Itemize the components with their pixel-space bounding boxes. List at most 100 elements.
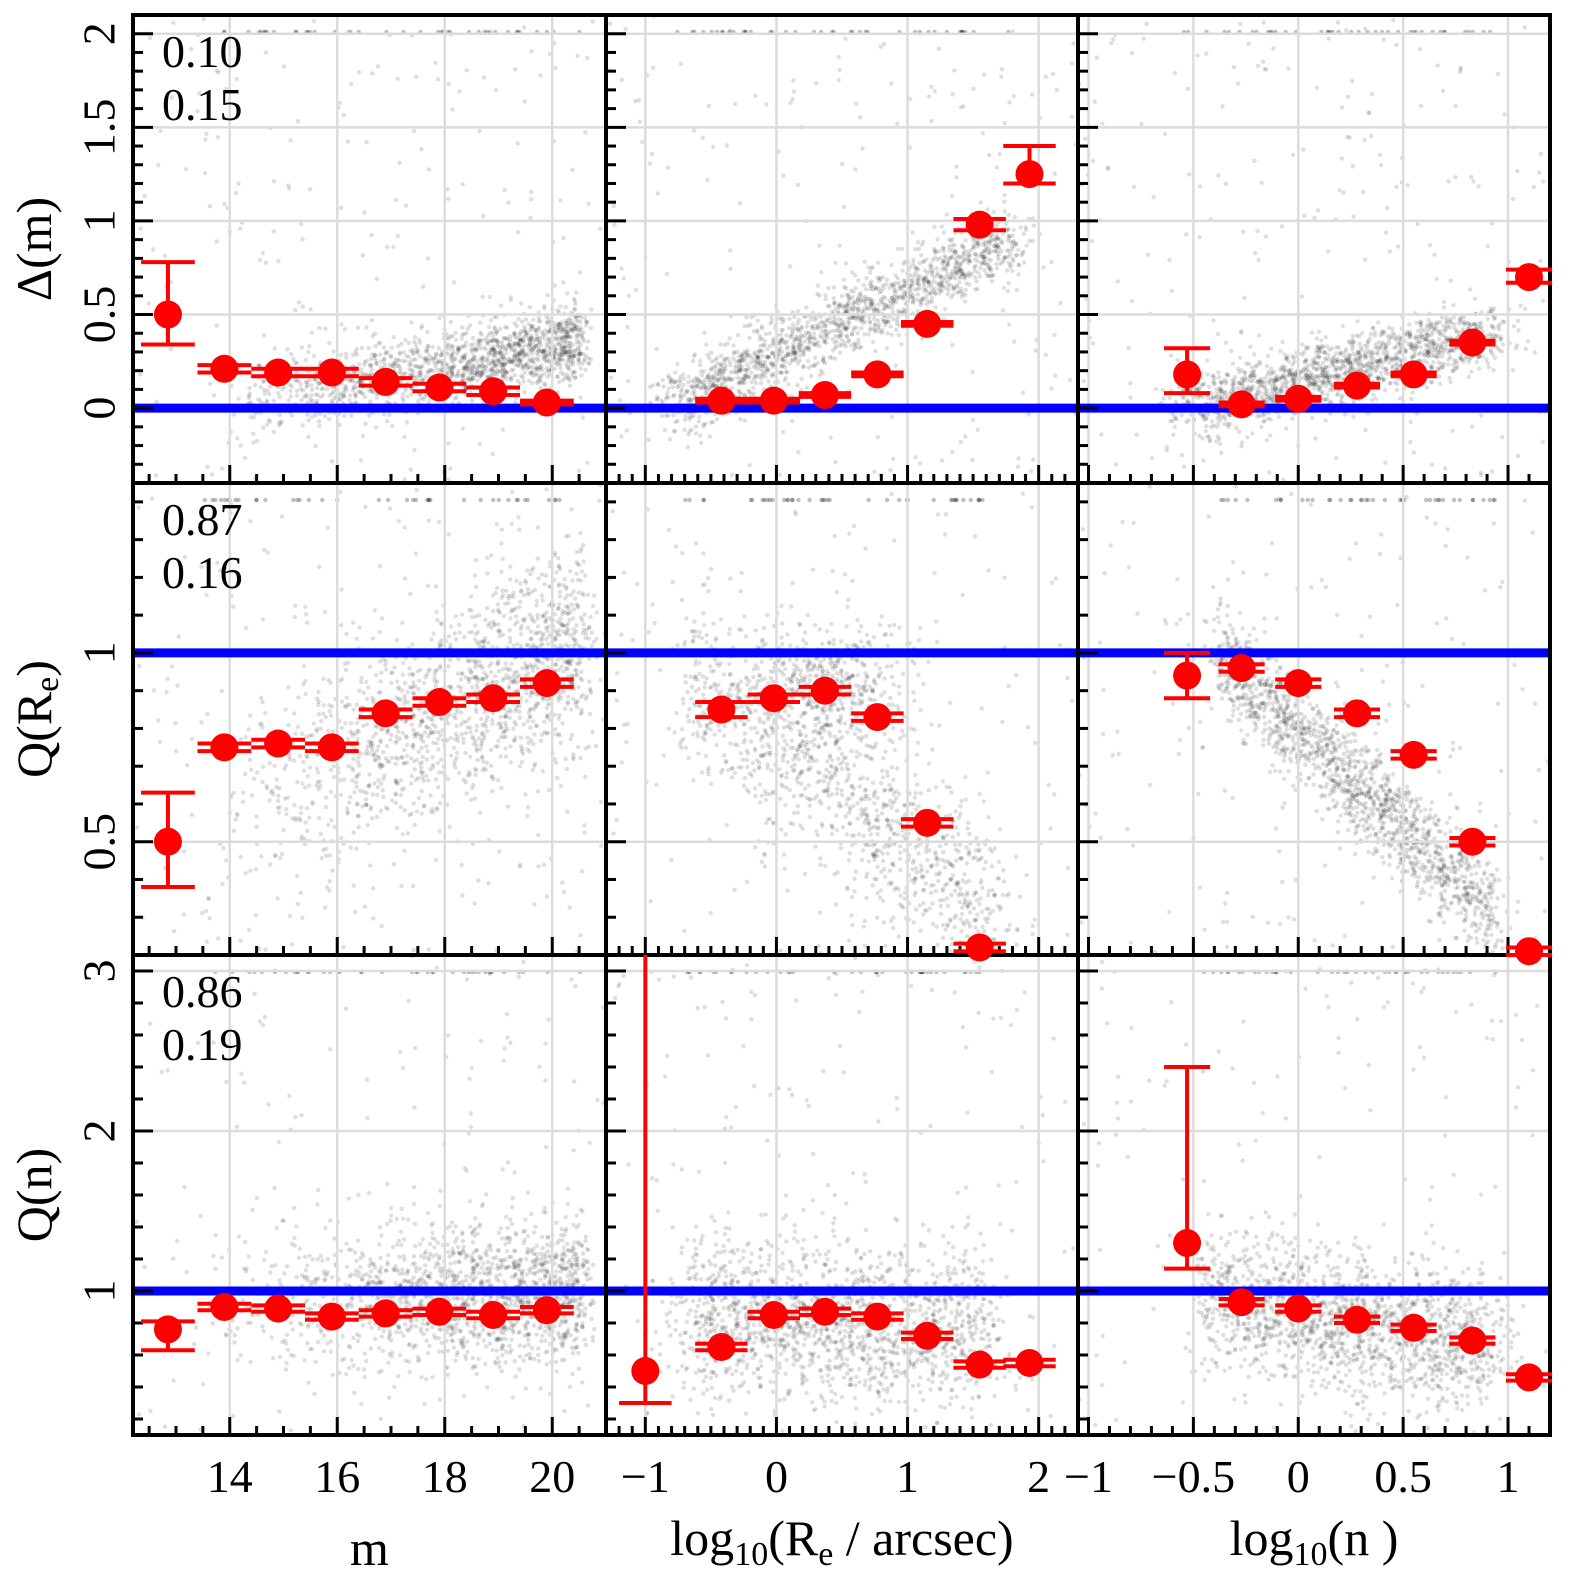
binned-point <box>466 377 520 406</box>
data-point <box>965 210 994 239</box>
data-point <box>1515 1363 1544 1392</box>
data-point <box>810 381 839 410</box>
binned-point <box>1390 360 1437 389</box>
x-tick-label: 2 <box>1027 1451 1050 1502</box>
data-point <box>1284 669 1313 698</box>
binned-point <box>1003 1349 1056 1377</box>
binned-series-r2c3 <box>1164 650 1553 966</box>
binned-point <box>1003 144 1056 189</box>
binned-point <box>141 260 195 347</box>
data-point <box>1343 371 1372 400</box>
y-tick-label: 1 <box>74 641 125 664</box>
x-tick-label: 0 <box>765 1451 788 1502</box>
binned-point <box>747 684 801 713</box>
binned-point <box>953 933 1006 962</box>
binned-point <box>1164 1065 1211 1271</box>
binned-point <box>305 733 359 762</box>
data-point <box>1284 1294 1313 1323</box>
binned-point <box>619 955 672 1405</box>
data-point <box>532 1296 561 1325</box>
binned-point <box>358 367 413 396</box>
data-point <box>1515 937 1544 966</box>
x-tick-label: −1 <box>621 1451 670 1502</box>
data-point <box>707 1333 736 1361</box>
data-point <box>532 669 561 698</box>
data-point <box>1015 160 1044 189</box>
data-point <box>810 676 839 705</box>
data-point <box>631 1357 660 1385</box>
y-tick-label: 0 <box>74 397 125 420</box>
binned-point <box>412 688 467 717</box>
binned-series-r3c3 <box>1164 1065 1553 1392</box>
binned-series-r1c2 <box>695 144 1056 415</box>
data-point <box>1227 390 1256 419</box>
binned-point <box>197 354 252 383</box>
data-point <box>707 386 736 415</box>
stat-median: 0.10 <box>162 26 243 77</box>
data-point <box>153 827 182 856</box>
y-tick-label: 0.5 <box>74 286 125 344</box>
data-point <box>371 1299 400 1328</box>
binned-point <box>695 386 748 415</box>
data-point <box>532 388 561 417</box>
data-point <box>707 695 736 724</box>
panel-frame <box>1076 953 1552 1437</box>
binned-series-r1c1 <box>141 260 574 417</box>
binned-point <box>798 381 852 410</box>
data-point <box>1399 1313 1428 1342</box>
binned-point <box>1218 1288 1265 1317</box>
x-tick-label: −1 <box>1064 1451 1113 1502</box>
data-point <box>264 729 293 758</box>
binned-point <box>1164 650 1211 701</box>
y-axis-title: Q(Re) <box>6 660 65 778</box>
y-axis-title: Q(n) <box>6 1148 62 1242</box>
x-tick-label: 1 <box>896 1451 919 1502</box>
binned-point <box>851 1302 904 1331</box>
panel-r2c3 <box>1076 481 1552 957</box>
data-point <box>1173 360 1202 389</box>
data-point <box>425 373 454 402</box>
binned-point <box>466 684 520 713</box>
data-point <box>479 1301 508 1329</box>
x-tick-label: 16 <box>314 1451 360 1502</box>
y-tick-label: 1 <box>74 1280 125 1303</box>
binned-point <box>1449 328 1496 357</box>
binned-series-r2c1 <box>141 669 574 890</box>
data-point <box>1515 263 1544 292</box>
binned-point <box>520 388 574 417</box>
data-point <box>863 1302 892 1331</box>
x-tick-label: 14 <box>207 1451 253 1502</box>
data-point <box>1173 661 1202 690</box>
binned-series-r3c1 <box>141 1293 574 1353</box>
data-point <box>863 703 892 732</box>
data-point <box>425 1297 454 1326</box>
data-point <box>1399 740 1428 769</box>
y-tick-label: 1 <box>74 209 125 232</box>
binned-point <box>520 669 574 698</box>
binned-point <box>695 695 748 724</box>
data-point <box>153 1315 182 1344</box>
stat-median: 0.87 <box>162 494 243 545</box>
data-point <box>317 733 346 762</box>
x-tick-label: 20 <box>529 1451 575 1502</box>
binned-point <box>1505 1363 1553 1392</box>
binned-point <box>747 386 801 415</box>
binned-point <box>1390 1313 1437 1342</box>
binned-point <box>953 1350 1006 1379</box>
binned-point <box>1449 1326 1496 1355</box>
data-point <box>810 1297 839 1326</box>
x-axis-title: log10(Re / arcsec) <box>670 1510 1013 1573</box>
panel-r3c3 <box>1076 953 1552 1437</box>
binned-point <box>1333 1305 1381 1334</box>
panel-r1c3 <box>1076 13 1552 485</box>
binned-point <box>1390 740 1437 769</box>
binned-point <box>1218 654 1265 683</box>
binned-point <box>901 808 954 837</box>
binned-point <box>358 1299 413 1328</box>
data-point <box>1173 1229 1202 1257</box>
binned-point <box>1505 263 1553 292</box>
x-axis-title: log10(n ) <box>1230 1510 1399 1573</box>
data-point <box>1284 384 1313 413</box>
data-point <box>479 377 508 406</box>
